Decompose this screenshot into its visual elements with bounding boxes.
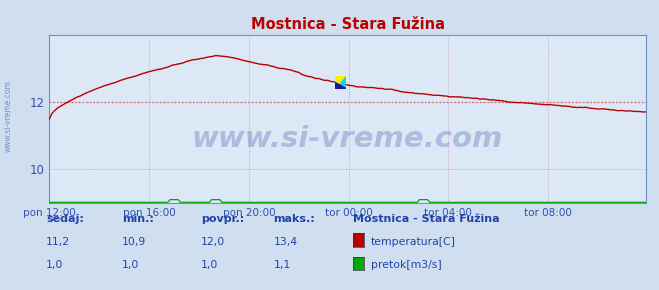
Polygon shape [335, 76, 347, 89]
Text: min.:: min.: [122, 214, 154, 224]
Text: 1,0: 1,0 [201, 260, 218, 270]
Polygon shape [335, 82, 347, 89]
Text: 13,4: 13,4 [273, 237, 298, 247]
Title: Mostnica - Stara Fužina: Mostnica - Stara Fužina [250, 17, 445, 32]
Text: Mostnica - Stara Fužina: Mostnica - Stara Fužina [353, 214, 499, 224]
Text: sedaj:: sedaj: [46, 214, 84, 224]
Text: 11,2: 11,2 [46, 237, 71, 247]
Text: 10,9: 10,9 [122, 237, 146, 247]
Text: 12,0: 12,0 [201, 237, 225, 247]
Text: povpr.:: povpr.: [201, 214, 244, 224]
Text: 1,0: 1,0 [122, 260, 139, 270]
Text: pretok[m3/s]: pretok[m3/s] [371, 260, 442, 270]
Text: www.si-vreme.com: www.si-vreme.com [3, 80, 13, 152]
Text: maks.:: maks.: [273, 214, 315, 224]
Text: www.si-vreme.com: www.si-vreme.com [192, 125, 503, 153]
Text: temperatura[C]: temperatura[C] [371, 237, 456, 247]
Text: 1,0: 1,0 [46, 260, 63, 270]
Text: 1,1: 1,1 [273, 260, 291, 270]
